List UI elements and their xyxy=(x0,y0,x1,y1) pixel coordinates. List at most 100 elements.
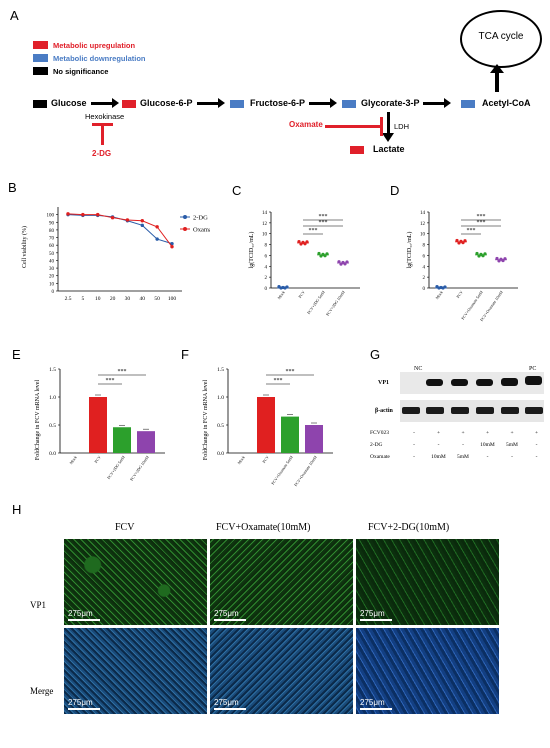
blot-cell: - xyxy=(413,454,415,460)
blot-row-label: Oxamate xyxy=(370,454,390,460)
data-point xyxy=(285,285,289,289)
xtick-label: Mock xyxy=(434,290,443,301)
chart-b-point xyxy=(140,223,144,228)
xtick-label: FCV+2DG 5mM xyxy=(106,454,126,480)
microscopy-grid: FCV FCV+Oxamate(10mM) FCV+2-DG(10mM) VP1… xyxy=(0,518,550,748)
band-vp1-5 xyxy=(501,378,518,386)
chart-b-ytick-label: 90 xyxy=(49,221,55,226)
data-point xyxy=(455,238,459,243)
ytick-label: 6 xyxy=(265,254,268,259)
micrograph-2dg-vp1: 275μm xyxy=(356,539,499,625)
arrow-to-tca-head xyxy=(490,64,504,73)
bar xyxy=(113,427,131,453)
blot-pc-label: PC xyxy=(529,366,537,372)
inhibitor-2dg-bar xyxy=(92,123,113,126)
chart-f-ylabel: FoldChange in FCV mRNA level xyxy=(203,380,209,461)
arrow-to-tca xyxy=(495,72,499,92)
legend-swatch-ns xyxy=(33,67,48,75)
node-glucose-6-p: Glucose-6-P xyxy=(140,98,193,108)
ytick-label: 14 xyxy=(262,211,268,216)
blot-cell: - xyxy=(486,454,489,460)
blot-cell: 10mM xyxy=(431,454,446,460)
band-vp1-4 xyxy=(476,379,493,386)
node-swatch-glucose xyxy=(33,100,47,108)
hexokinase-label: Hexokinase xyxy=(85,112,125,121)
blot-treatment-table: FCV023 - + + + + +2-DG - - - 10mM 5mM - Oxamate - 10mM 5… xyxy=(370,430,545,466)
node-swatch-f6p xyxy=(230,100,244,108)
chart-b-ytick-label: 0 xyxy=(52,290,55,295)
ytick-label: 14 xyxy=(420,211,426,216)
chart-b-xtick-label: 50 xyxy=(154,296,160,302)
micrograph-oxamate-merge: 275μm xyxy=(210,628,353,714)
chart-b: Cell viability (%) 0 10 20 30 40 50 60 70 80 90 10… xyxy=(21,207,210,302)
legend-swatch-down xyxy=(33,54,48,62)
chart-b-point xyxy=(110,215,115,220)
chart-d: lg(TCID₅₀/mL) 0 2 4 6 8 10 12 14 Mock FCV FCV+Oxam… xyxy=(406,211,518,322)
data-point xyxy=(305,240,309,244)
node-glycorate-3-p: Glycorate-3-P xyxy=(361,98,420,108)
sig-label: *** xyxy=(286,369,295,375)
ytick-label: 2 xyxy=(423,276,426,281)
xtick-label: Mock xyxy=(276,290,285,301)
inhibitor-2dg-stem xyxy=(101,124,104,145)
sig-label: *** xyxy=(106,378,115,384)
xtick-label: FCV+2DG 10mM xyxy=(129,454,150,481)
ytick-label: 0.0 xyxy=(217,451,224,457)
chart-b-ytick-label: 100 xyxy=(47,214,55,219)
band-actin-3 xyxy=(451,407,469,414)
chart-b-xtick-label: 5 xyxy=(81,296,84,302)
data-point xyxy=(495,256,499,261)
tca-cycle-node: TCA cycle xyxy=(460,10,542,68)
chart-b-legend-label: 2-DG xyxy=(193,215,208,222)
chart-b-point xyxy=(125,218,130,222)
blot-cell: 5mM xyxy=(506,442,518,448)
chart-b-point xyxy=(155,237,159,241)
data-point xyxy=(303,242,307,246)
scale-bar: 275μm xyxy=(68,698,100,710)
arrow-to-lactate-head xyxy=(382,133,394,142)
sig-label: *** xyxy=(477,220,486,226)
chart-b-xtick-label: 100 xyxy=(168,296,177,302)
xtick-label: FCV xyxy=(297,290,306,299)
sig-label: *** xyxy=(274,378,283,384)
chart-b-ylabel: Cell viability (%) xyxy=(21,226,28,268)
blot-nc-label: NC xyxy=(414,366,423,372)
ytick-label: 1.0 xyxy=(217,395,224,401)
node-swatch-acoa xyxy=(461,100,475,108)
chart-b-ytick-label: 30 xyxy=(49,267,55,272)
node-lactate: Lactate xyxy=(373,144,405,154)
ytick-label: 12 xyxy=(420,222,426,227)
xtick-label: FCV+2DG 10mM xyxy=(325,289,346,316)
chart-f: FoldChange in FCV mRNA level 0.0 0.5 1.0 1.… xyxy=(203,367,333,487)
col-label-fcv: FCV xyxy=(115,522,135,533)
band-actin-6 xyxy=(525,407,543,414)
micrograph-2dg-merge: 275μm xyxy=(356,628,499,714)
chart-b-xtick-label: 20 xyxy=(110,296,116,302)
blot-cell: - xyxy=(535,442,538,448)
bar xyxy=(89,397,107,453)
blot-row-label: FCV023 xyxy=(370,430,389,436)
chart-b-legend-label: Oxamate xyxy=(193,227,210,234)
ytick-label: 1.5 xyxy=(217,367,224,373)
sig-label: *** xyxy=(118,369,127,375)
chart-b-ytick-label: 80 xyxy=(49,229,55,234)
sig-label: *** xyxy=(477,214,486,220)
chart-b-xtick-label: 10 xyxy=(95,296,101,302)
data-point xyxy=(337,260,341,264)
band-actin-5 xyxy=(501,407,519,414)
data-point xyxy=(483,252,487,256)
data-point xyxy=(481,254,485,258)
scale-bar: 275μm xyxy=(360,698,392,710)
inhibitor-2dg-label: 2-DG xyxy=(92,149,112,158)
chart-b-point xyxy=(96,212,100,217)
node-acetyl-coa: Acetyl-CoA xyxy=(482,98,531,108)
chart-b-legend-marker xyxy=(183,215,187,219)
arrow-g3p-acoa xyxy=(423,98,451,108)
chart-b-point xyxy=(155,225,159,229)
ytick-label: 6 xyxy=(423,254,426,259)
panel-label-a: A xyxy=(10,8,19,23)
col-label-2dg: FCV+2-DG(10mM) xyxy=(368,522,450,533)
data-point xyxy=(345,260,349,264)
chart-c-ylabel: lg(TCID₅₀/mL) xyxy=(248,232,255,269)
